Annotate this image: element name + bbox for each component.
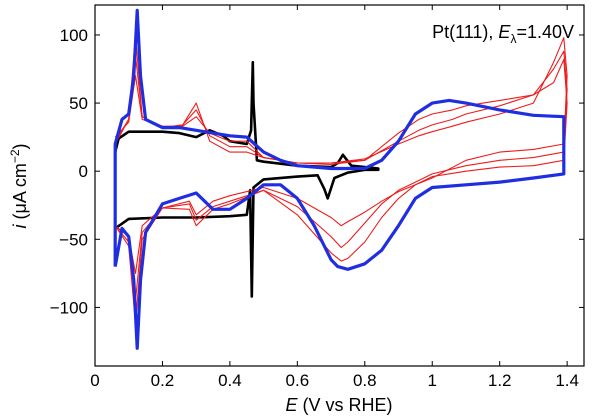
cv-curve-red-2	[114, 50, 568, 302]
x-tick-label: 0.8	[353, 371, 377, 390]
axis-ticks: 0 0.2 0.4 0.6 0.8 1 1.2 1.4 −100 −50 0 50 100	[50, 5, 584, 390]
x-tick-label: 1	[428, 371, 437, 390]
x-axis-label: E (V vs RHE)	[285, 395, 392, 415]
x-tick-label: 1.2	[488, 371, 512, 390]
cv-curve-blue-4	[113, 8, 566, 350]
cv-curve-red-1	[114, 37, 568, 274]
plot-lines	[113, 8, 568, 350]
x-tick-label: 0.6	[286, 371, 310, 390]
y-axis-label: i (μA cm−2)	[8, 143, 30, 228]
x-tick-label: 1.4	[555, 371, 579, 390]
y-tick-label: 100	[60, 26, 88, 45]
y-tick-label: −100	[50, 298, 88, 317]
x-tick-label: 0.2	[151, 371, 175, 390]
annotation-label: Pt(111), Eλ=1.40V	[432, 22, 574, 46]
plot-frame	[94, 4, 585, 367]
cv-curve-black-0	[113, 60, 380, 298]
x-tick-label: 0	[90, 371, 99, 390]
y-tick-label: −50	[59, 230, 88, 249]
x-tick-label: 0.4	[218, 371, 242, 390]
cv-curve-red-3	[114, 34, 568, 325]
y-tick-label: 0	[79, 162, 88, 181]
y-tick-label: 50	[69, 94, 88, 113]
